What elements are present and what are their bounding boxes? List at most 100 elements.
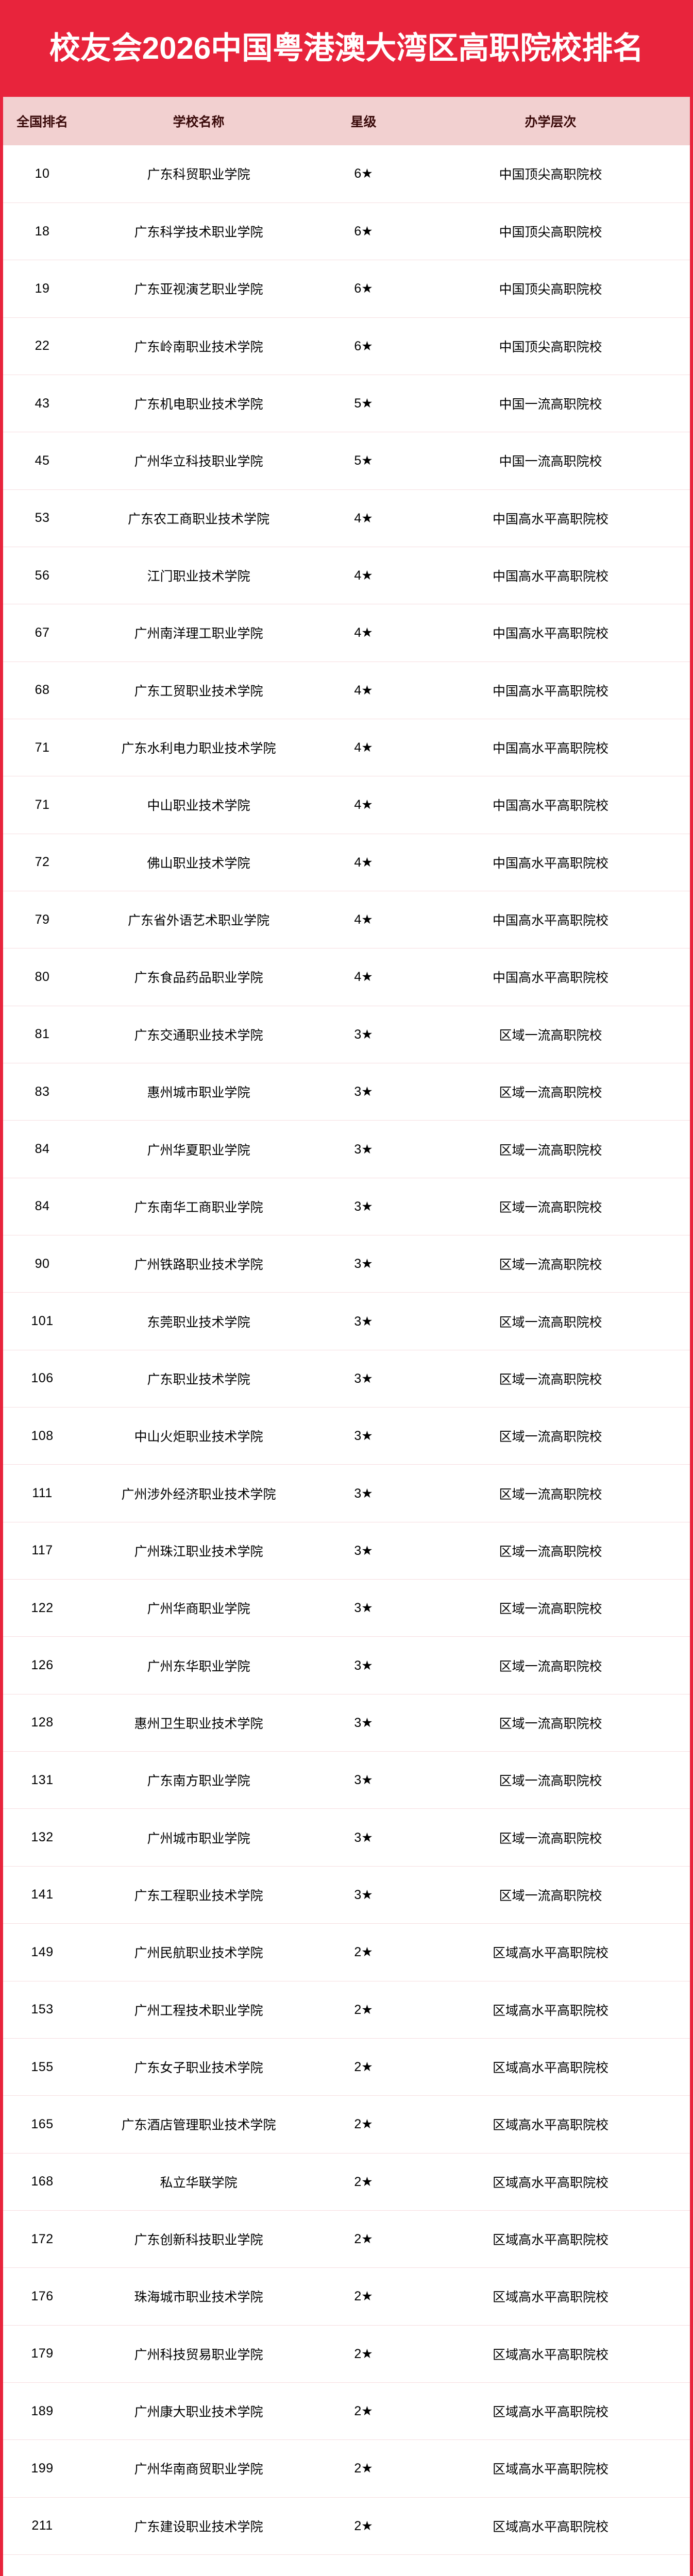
star-rating-cell: 2★ (316, 2382, 411, 2441)
table-row: 10 广东科贸职业学院 6★ 中国顶尖高职院校 (3, 145, 690, 203)
rank-cell: 79 (3, 891, 81, 949)
table-row: 68 广东工贸职业技术学院 4★ 中国高水平高职院校 (3, 662, 690, 719)
rank-cell: 53 (3, 489, 81, 547)
school-level-cell: 中国顶尖高职院校 (411, 317, 690, 375)
star-rating-cell: 4★ (316, 948, 411, 1006)
table-row: 84 广州华夏职业学院 3★ 区域一流高职院校 (3, 1120, 690, 1178)
school-name-cell: 广州科技贸易职业学院 (81, 2325, 316, 2383)
school-level-cell: 区域一流高职院校 (411, 1350, 690, 1408)
star-rating-cell: 3★ (316, 1178, 411, 1236)
school-level-cell: 区域一流高职院校 (411, 1063, 690, 1121)
school-level-cell: 中国高水平高职院校 (411, 604, 690, 662)
star-rating-cell: 2★ (316, 2095, 411, 2154)
rank-cell: 211 (3, 2497, 81, 2555)
star-rating-cell: 3★ (316, 1751, 411, 1809)
rank-cell: 122 (3, 1579, 81, 1637)
rank-cell: 81 (3, 1006, 81, 1064)
school-level-cell: 区域一流高职院校 (411, 1292, 690, 1350)
table-header: 全国排名 学校名称 星级 办学层次 (3, 97, 690, 145)
rank-cell: 45 (3, 432, 81, 490)
rank-cell: 84 (3, 1178, 81, 1236)
school-name-cell: 广东机电职业技术学院 (81, 375, 316, 433)
rank-cell: 165 (3, 2095, 81, 2154)
star-rating-cell: 2★ (316, 1923, 411, 1981)
school-name-cell: 江门职业技术学院 (81, 547, 316, 605)
rank-cell: 56 (3, 547, 81, 605)
rank-cell: 80 (3, 948, 81, 1006)
school-name-cell: 广东科学技术职业学院 (81, 202, 316, 261)
school-name-cell: 广州铁路职业技术学院 (81, 1235, 316, 1293)
table-row: 18 广东科学技术职业学院 6★ 中国顶尖高职院校 (3, 202, 690, 261)
rank-cell: 199 (3, 2439, 81, 2498)
star-rating-cell: 2★ (316, 1981, 411, 2039)
table-row: 67 广州南洋理工职业学院 4★ 中国高水平高职院校 (3, 604, 690, 662)
table-row: 176 珠海城市职业技术学院 2★ 区域高水平高职院校 (3, 2267, 690, 2326)
school-level-cell: 区域一流高职院校 (411, 1579, 690, 1637)
rank-cell: 189 (3, 2382, 81, 2441)
school-name-cell: 广州华立科技职业学院 (81, 432, 316, 490)
school-level-cell: 区域高水平高职院校 (411, 2554, 690, 2576)
rank-cell: 43 (3, 375, 81, 433)
school-level-cell: 中国顶尖高职院校 (411, 260, 690, 318)
school-level-cell: 区域一流高职院校 (411, 1006, 690, 1064)
star-rating-cell: 3★ (316, 1063, 411, 1121)
school-name-cell: 广东南方职业学院 (81, 1751, 316, 1809)
school-name-cell: 广州华夏职业学院 (81, 1120, 316, 1178)
school-name-cell: 广州东华职业学院 (81, 1636, 316, 1694)
table-row: 128 惠州卫生职业技术学院 3★ 区域一流高职院校 (3, 1694, 690, 1752)
school-level-cell: 区域高水平高职院校 (411, 2095, 690, 2154)
star-rating-cell: 4★ (316, 776, 411, 834)
school-level-cell: 区域高水平高职院校 (411, 2325, 690, 2383)
school-level-cell: 区域高水平高职院校 (411, 2382, 690, 2441)
school-name-cell: 东莞职业技术学院 (81, 1292, 316, 1350)
star-rating-cell: 4★ (316, 662, 411, 719)
table-row: 165 广东酒店管理职业技术学院 2★ 区域高水平高职院校 (3, 2095, 690, 2154)
school-name-cell: 广东省外语艺术职业学院 (81, 891, 316, 949)
school-level-cell: 区域一流高职院校 (411, 1694, 690, 1752)
school-name-cell: 广东科贸职业学院 (81, 145, 316, 203)
school-name-cell: 广东南华工商职业学院 (81, 1178, 316, 1236)
star-rating-cell: 2★ (316, 2267, 411, 2326)
rank-cell: 19 (3, 260, 81, 318)
school-name-cell: 广州城建职业学院 (81, 2554, 316, 2576)
table-row: 155 广东女子职业技术学院 2★ 区域高水平高职院校 (3, 2038, 690, 2096)
school-name-cell: 广东水利电力职业技术学院 (81, 719, 316, 777)
school-level-cell: 中国高水平高职院校 (411, 719, 690, 777)
school-name-cell: 广州民航职业技术学院 (81, 1923, 316, 1981)
rank-cell: 83 (3, 1063, 81, 1121)
school-level-cell: 中国一流高职院校 (411, 432, 690, 490)
star-rating-cell: 2★ (316, 2497, 411, 2555)
school-level-cell: 区域高水平高职院校 (411, 2497, 690, 2555)
school-name-cell: 珠海城市职业技术学院 (81, 2267, 316, 2326)
table-row: 126 广州东华职业学院 3★ 区域一流高职院校 (3, 1636, 690, 1694)
star-rating-cell: 3★ (316, 1350, 411, 1408)
school-name-cell: 广东酒店管理职业技术学院 (81, 2095, 316, 2154)
star-rating-cell: 2★ (316, 2210, 411, 2268)
school-level-cell: 中国顶尖高职院校 (411, 202, 690, 261)
school-level-cell: 中国高水平高职院校 (411, 547, 690, 605)
table-row: 149 广州民航职业技术学院 2★ 区域高水平高职院校 (3, 1923, 690, 1981)
table-row: 189 广州康大职业技术学院 2★ 区域高水平高职院校 (3, 2382, 690, 2441)
star-rating-cell: 3★ (316, 1636, 411, 1694)
school-level-cell: 区域一流高职院校 (411, 1407, 690, 1465)
table-row: 179 广州科技贸易职业学院 2★ 区域高水平高职院校 (3, 2325, 690, 2383)
rank-cell: 213 (3, 2554, 81, 2576)
table-row: 19 广东亚视演艺职业学院 6★ 中国顶尖高职院校 (3, 260, 690, 318)
table-row: 81 广东交通职业技术学院 3★ 区域一流高职院校 (3, 1006, 690, 1064)
table-row: 71 中山职业技术学院 4★ 中国高水平高职院校 (3, 776, 690, 834)
star-rating-cell: 3★ (316, 1808, 411, 1867)
school-level-cell: 中国高水平高职院校 (411, 948, 690, 1006)
school-name-cell: 广东交通职业技术学院 (81, 1006, 316, 1064)
rank-cell: 168 (3, 2153, 81, 2211)
star-rating-cell: 3★ (316, 1464, 411, 1522)
rank-cell: 101 (3, 1292, 81, 1350)
rank-cell: 153 (3, 1981, 81, 2039)
school-level-cell: 中国高水平高职院校 (411, 662, 690, 719)
table-row: 56 江门职业技术学院 4★ 中国高水平高职院校 (3, 547, 690, 605)
table-row: 131 广东南方职业学院 3★ 区域一流高职院校 (3, 1751, 690, 1809)
star-rating-cell: 2★ (316, 2554, 411, 2576)
rank-cell: 155 (3, 2038, 81, 2096)
school-level-cell: 区域高水平高职院校 (411, 2153, 690, 2211)
ranking-table-container: 全国排名 学校名称 星级 办学层次 10 广东科贸职业学院 6★ 中国顶尖高职院校 18… (0, 97, 693, 2576)
school-name-cell: 广东职业技术学院 (81, 1350, 316, 1408)
